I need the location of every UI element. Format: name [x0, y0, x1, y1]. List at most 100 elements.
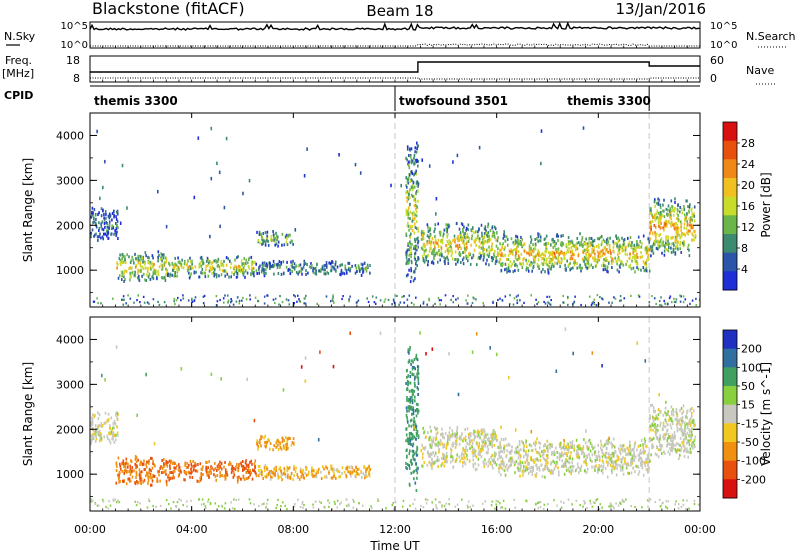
scatter-point [596, 237, 599, 241]
scatter-point [331, 260, 333, 263]
scatter-point [211, 261, 214, 265]
scatter-point [214, 272, 216, 276]
scatter-point [589, 449, 592, 453]
scatter-point [467, 223, 470, 227]
scatter-point [493, 457, 496, 461]
scatter-point [411, 359, 413, 363]
scatter-point [500, 460, 503, 464]
scatter-point [325, 476, 328, 479]
scatter-point [642, 260, 645, 264]
scatter-point [244, 269, 247, 273]
scatter-point [116, 210, 118, 214]
scatter-point [154, 464, 156, 468]
scatter-point [538, 267, 540, 270]
scatter-point [655, 433, 657, 437]
scatter-point [548, 442, 551, 446]
scatter-point [507, 258, 510, 261]
scatter-point [670, 209, 673, 213]
scatter-point [618, 270, 620, 274]
scatter-point [409, 188, 411, 192]
scatter-point [231, 466, 234, 470]
scatter-point [693, 219, 696, 223]
scatter-point [616, 458, 619, 462]
scatter-point [636, 262, 639, 266]
scatter-point [409, 242, 412, 246]
scatter-point [421, 464, 423, 468]
scatter-point [431, 463, 433, 467]
scatter-point [601, 449, 604, 453]
scatter-point [100, 438, 103, 442]
scatter-point [284, 472, 287, 476]
scatter-point [426, 303, 428, 306]
scatter-point [605, 446, 608, 450]
scatter-point [557, 234, 559, 238]
scatter-point [364, 467, 367, 471]
scatter-point [635, 256, 637, 260]
scatter-point [108, 220, 111, 224]
scatter-point [630, 471, 633, 475]
scatter-point [543, 242, 546, 246]
scatter-point [494, 432, 496, 436]
scatter-point [430, 429, 432, 433]
scatter-point [411, 171, 414, 176]
scatter-point [411, 188, 414, 192]
scatter-point [471, 442, 474, 445]
scatter-point [497, 446, 499, 449]
scatter-point [417, 372, 420, 375]
scatter-point [513, 260, 515, 264]
scatter-point [595, 454, 598, 458]
scatter-point [618, 238, 621, 242]
scatter-point [645, 468, 648, 472]
scatter-point [594, 458, 597, 462]
scatter-point [658, 299, 661, 303]
scatter-point [224, 294, 226, 297]
scatter-point [342, 271, 344, 275]
scatter-point [505, 455, 507, 459]
scatter-point [560, 453, 563, 457]
scatter-point [679, 300, 682, 303]
scatter-point [174, 462, 176, 466]
scatter-point [539, 235, 542, 239]
scatter-point [650, 254, 652, 258]
scatter-point [306, 263, 308, 267]
scatter-point [567, 250, 570, 254]
scatter-point [429, 234, 431, 238]
scatter-point [411, 229, 414, 232]
scatter-point [116, 416, 118, 420]
scatter-point [548, 256, 550, 259]
colorbar-segment [723, 252, 737, 272]
scatter-point [106, 419, 108, 423]
scatter-point [194, 469, 197, 473]
scatter-point [239, 477, 242, 481]
scatter-point [628, 471, 630, 475]
scatter-point [408, 437, 410, 441]
scatter-point [471, 450, 474, 454]
scatter-point [539, 458, 542, 462]
scatter-point [169, 272, 172, 276]
scatter-point [645, 460, 648, 464]
scatter-point [258, 232, 261, 236]
scatter-point [657, 247, 659, 251]
scatter-point [603, 452, 605, 456]
scatter-point [611, 301, 613, 304]
scatter-point [90, 423, 93, 427]
scatter-point [687, 422, 690, 426]
scatter-point [572, 302, 574, 306]
scatter-point [614, 297, 617, 300]
scatter-point [280, 261, 282, 264]
scatter-point [491, 445, 493, 449]
scatter-point [666, 439, 669, 443]
scatter-point [437, 444, 439, 448]
scatter-point [153, 474, 156, 478]
scatter-point [659, 206, 662, 210]
scatter-point [499, 455, 501, 459]
y-tick-label: 1000 [56, 264, 84, 277]
scatter-point [634, 470, 636, 474]
scatter-point [288, 436, 290, 440]
scatter-point [113, 232, 115, 236]
scatter-point [545, 244, 547, 248]
scatter-point [647, 237, 649, 241]
scatter-point [673, 434, 675, 438]
scatter-point [504, 262, 507, 266]
scatter-point [569, 470, 572, 474]
